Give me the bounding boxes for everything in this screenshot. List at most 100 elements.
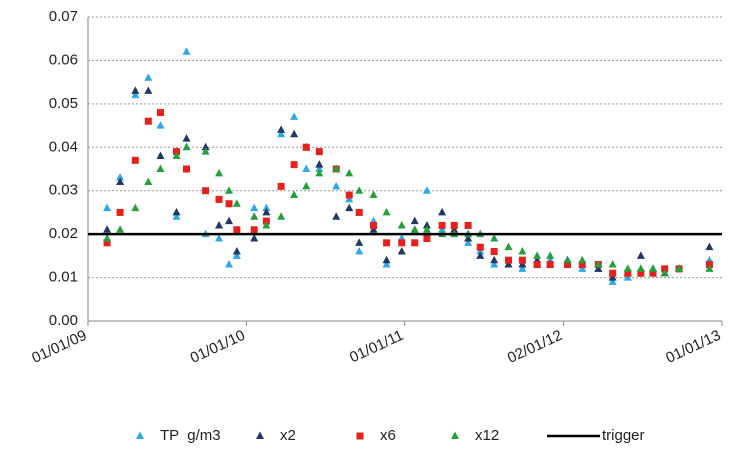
- x-tick-label: 01/01/10: [188, 327, 248, 367]
- point: [156, 164, 165, 172]
- point: [623, 264, 632, 272]
- series: [103, 86, 714, 281]
- point: [355, 247, 364, 255]
- point: [250, 203, 259, 212]
- legend-label: x12: [475, 427, 499, 444]
- point: [215, 195, 223, 203]
- point: [490, 260, 499, 268]
- legend-item: x2: [256, 427, 296, 444]
- point: [277, 125, 286, 133]
- point: [103, 239, 111, 247]
- point: [116, 225, 125, 233]
- point: [518, 260, 527, 268]
- point: [464, 233, 473, 242]
- y-tick-label: 0.07: [49, 8, 78, 25]
- point: [290, 129, 299, 138]
- y-tick-label: 0.02: [49, 225, 78, 242]
- point: [225, 186, 234, 194]
- point: [578, 255, 587, 264]
- legend-item: x6: [356, 427, 396, 444]
- legend-item: x12: [451, 427, 499, 444]
- point: [345, 191, 353, 199]
- legend-label: TP g/m3: [160, 427, 221, 444]
- point: [564, 261, 572, 269]
- point: [594, 260, 603, 268]
- point: [182, 142, 191, 151]
- series: [103, 47, 714, 285]
- point: [649, 269, 657, 277]
- point: [256, 431, 264, 439]
- y-tick-label: 0.00: [49, 312, 78, 329]
- point: [533, 261, 541, 269]
- point: [290, 112, 299, 120]
- point: [131, 90, 140, 99]
- point: [649, 264, 658, 272]
- point: [675, 264, 684, 272]
- point: [116, 173, 125, 181]
- point: [144, 73, 153, 81]
- point: [422, 225, 431, 233]
- point: [144, 177, 153, 186]
- point: [397, 247, 406, 255]
- point: [423, 234, 431, 242]
- series: [103, 109, 713, 277]
- y-tick-label: 0.06: [49, 51, 78, 68]
- point: [302, 143, 310, 151]
- point: [518, 256, 526, 264]
- point: [131, 203, 140, 212]
- point: [225, 260, 234, 268]
- point: [355, 186, 364, 194]
- point: [290, 161, 298, 169]
- point: [369, 225, 378, 233]
- point: [422, 186, 431, 194]
- point: [332, 164, 341, 172]
- point: [172, 207, 181, 216]
- point: [609, 269, 617, 277]
- point: [563, 255, 572, 264]
- point: [144, 86, 153, 94]
- point: [450, 221, 458, 229]
- point: [450, 225, 459, 233]
- point: [232, 251, 241, 259]
- point: [250, 233, 259, 242]
- point: [172, 212, 181, 220]
- point: [262, 207, 271, 216]
- point: [103, 233, 112, 242]
- series: [103, 142, 714, 277]
- x-tick-label: 02/01/12: [505, 327, 565, 367]
- x-tick-label: 01/01/13: [663, 327, 723, 367]
- y-tick-label: 0.04: [49, 138, 78, 155]
- point: [636, 264, 645, 272]
- point: [355, 208, 363, 216]
- point: [202, 187, 210, 195]
- point: [356, 432, 364, 440]
- point: [232, 247, 241, 255]
- point: [183, 165, 191, 173]
- point: [705, 242, 714, 251]
- point: [504, 260, 513, 268]
- legend-label: x2: [280, 427, 296, 444]
- point: [182, 134, 191, 142]
- point: [533, 251, 542, 259]
- legend-item: trigger: [547, 427, 645, 444]
- point: [144, 117, 152, 125]
- point: [518, 247, 527, 255]
- point: [546, 251, 555, 259]
- point: [369, 190, 378, 199]
- point: [156, 151, 165, 159]
- y-tick-label: 0.05: [49, 95, 78, 112]
- point: [233, 226, 241, 234]
- point: [546, 261, 554, 269]
- legend-label: x6: [380, 427, 396, 444]
- point: [382, 255, 391, 264]
- point: [411, 239, 419, 247]
- point: [345, 168, 354, 177]
- point: [608, 260, 617, 268]
- legend-item: TP g/m3: [136, 427, 221, 444]
- point: [382, 207, 391, 216]
- point: [136, 431, 144, 439]
- point: [172, 151, 181, 159]
- point: [250, 226, 258, 234]
- point: [116, 177, 125, 186]
- point: [302, 164, 311, 172]
